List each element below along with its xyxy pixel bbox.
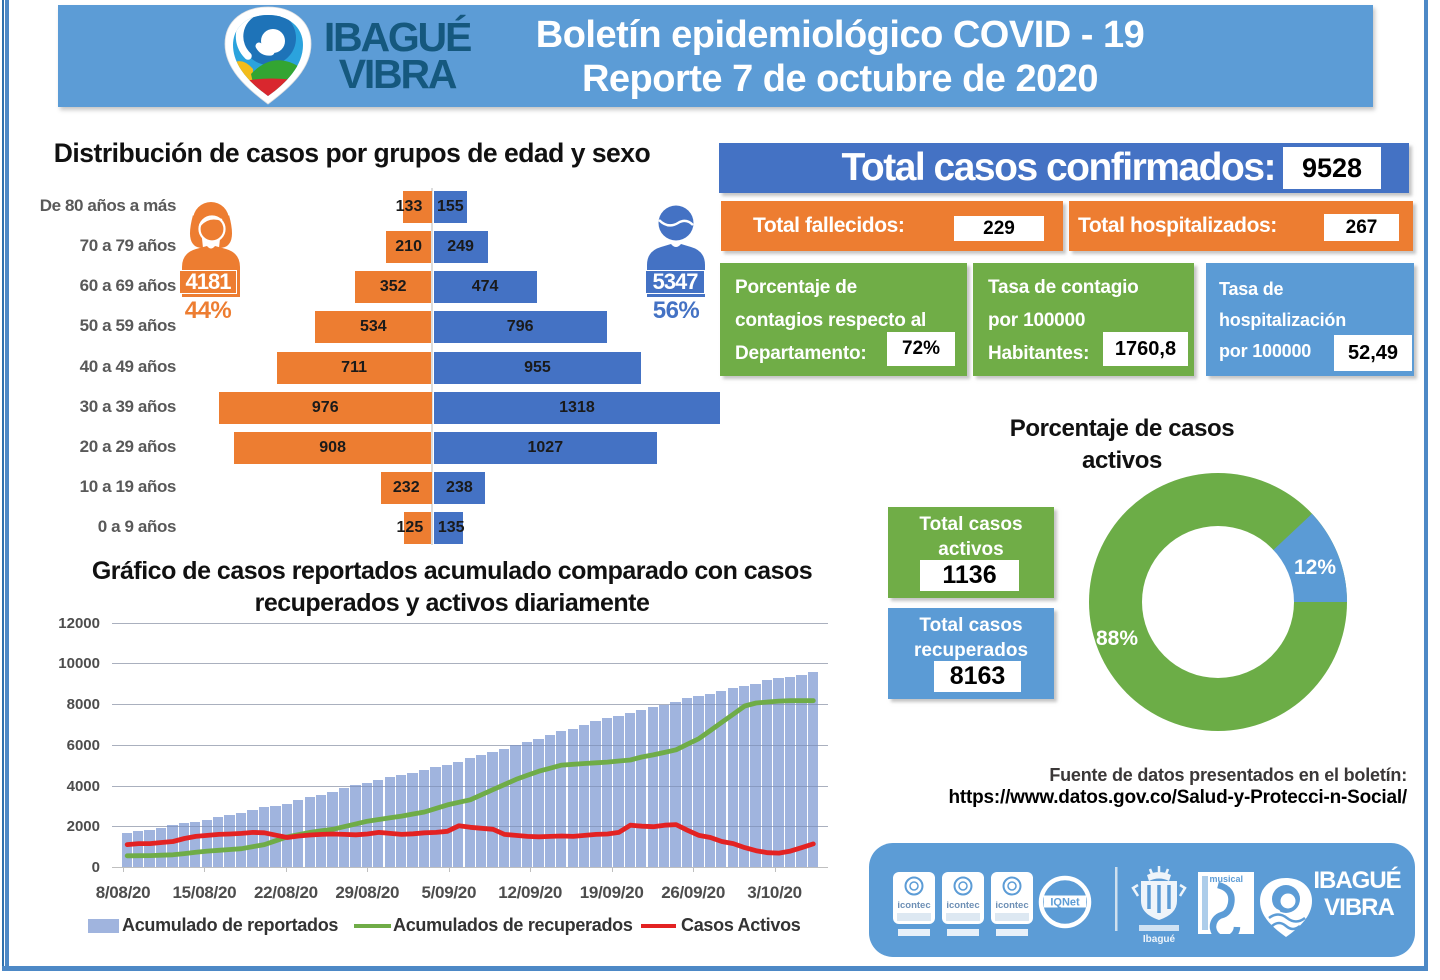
svg-text:IQNet: IQNet bbox=[1050, 897, 1080, 909]
svg-text:icontec: icontec bbox=[897, 900, 930, 911]
svg-text:Ibagué: Ibagué bbox=[1143, 934, 1176, 945]
svg-text:VIBRA: VIBRA bbox=[1324, 894, 1394, 921]
svg-text:IBAGUÉ: IBAGUÉ bbox=[1313, 866, 1401, 894]
svg-text:musical: musical bbox=[1209, 874, 1243, 884]
svg-text:icontec: icontec bbox=[946, 900, 979, 911]
svg-text:icontec: icontec bbox=[995, 900, 1028, 911]
